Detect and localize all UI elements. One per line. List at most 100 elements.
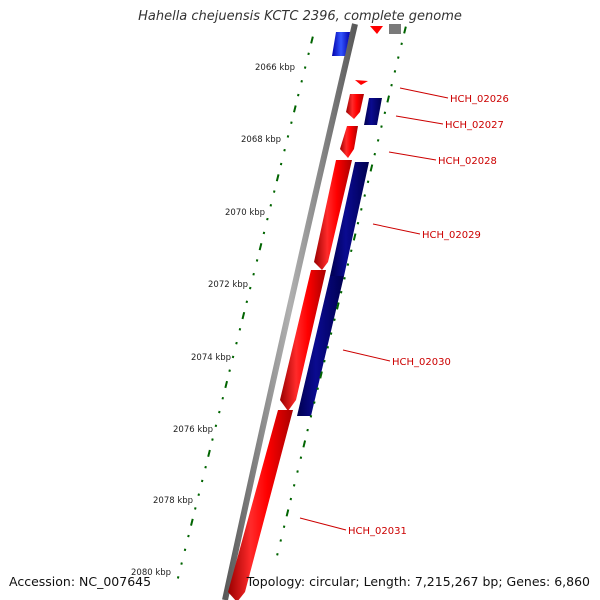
minor-tick xyxy=(211,438,214,441)
major-tick xyxy=(302,440,307,448)
minor-tick xyxy=(313,401,316,404)
minor-tick xyxy=(228,369,231,373)
minor-tick xyxy=(296,470,299,473)
gene-label-hch-02026: HCH_02026 xyxy=(450,94,509,105)
scale-label: 2068 kbp xyxy=(241,135,281,145)
leader-line xyxy=(299,517,347,531)
gene-block-hch-02027 xyxy=(364,98,382,125)
minor-tick xyxy=(218,410,221,414)
minor-tick xyxy=(363,194,366,197)
minor-tick xyxy=(300,80,303,83)
minor-tick xyxy=(255,259,259,262)
major-tick xyxy=(352,233,357,241)
minor-tick xyxy=(286,135,290,138)
gene-label-hch-02030: HCH_02030 xyxy=(392,357,451,368)
scale-label: 2074 kbp xyxy=(191,353,231,363)
leader-line xyxy=(342,349,391,362)
minor-tick xyxy=(235,341,238,345)
minor-tick xyxy=(187,534,190,538)
minor-tick xyxy=(231,355,235,359)
leader-line xyxy=(399,87,449,99)
major-tick xyxy=(258,243,263,251)
minor-tick xyxy=(309,415,313,418)
small-red-feature xyxy=(355,80,368,85)
gene-block-hch-02030-reverse xyxy=(297,276,344,416)
gene-label-hch-02027: HCH_02027 xyxy=(445,120,504,131)
minor-tick xyxy=(289,497,293,501)
minor-tick xyxy=(393,70,397,73)
gene-arrow-partial-top xyxy=(370,26,383,34)
minor-tick xyxy=(297,93,300,97)
minor-tick xyxy=(329,332,333,335)
minor-tick xyxy=(356,221,360,225)
leader-line xyxy=(388,151,437,161)
minor-tick xyxy=(183,548,187,552)
minor-tick xyxy=(194,507,197,510)
minor-tick xyxy=(376,139,380,142)
minor-tick xyxy=(180,562,183,565)
label-leader-lines xyxy=(299,87,449,531)
minor-tick xyxy=(221,396,224,400)
leader-line xyxy=(395,115,444,125)
gene-arrow-hch-02026 xyxy=(346,94,364,119)
major-tick xyxy=(241,311,246,320)
minor-tick xyxy=(266,217,269,221)
minor-tick xyxy=(390,83,393,87)
gene-block-hch-02029-reverse xyxy=(330,162,369,276)
minor-tick xyxy=(343,277,346,280)
gene-arrow-hch-02030 xyxy=(280,270,326,411)
minor-tick xyxy=(306,428,309,432)
feature-block-blue xyxy=(332,32,350,56)
minor-tick xyxy=(400,42,403,46)
minor-tick xyxy=(299,456,303,460)
minor-tick xyxy=(307,52,310,56)
scale-label: 2072 kbp xyxy=(208,280,248,290)
major-tick xyxy=(190,518,194,526)
minor-tick xyxy=(279,539,282,542)
scale-label: 2078 kbp xyxy=(153,496,193,506)
scale-label: 2080 kbp xyxy=(131,568,171,578)
minor-tick xyxy=(269,204,273,207)
minor-tick xyxy=(326,346,329,349)
topology-text: Topology: circular; Length: 7,215,267 bp… xyxy=(246,574,590,589)
minor-tick xyxy=(303,66,307,69)
gene-arrow-hch-02028 xyxy=(340,126,358,158)
major-tick xyxy=(275,174,280,182)
major-tick xyxy=(285,509,290,517)
minor-tick xyxy=(276,552,279,556)
gene-label-hch-02029: HCH_02029 xyxy=(422,230,481,241)
major-tick xyxy=(310,36,314,44)
leader-line xyxy=(372,223,421,235)
minor-tick xyxy=(262,231,266,235)
minor-tick xyxy=(290,121,293,124)
gene-block-partial-top xyxy=(389,24,401,34)
minor-tick xyxy=(204,465,207,469)
scale-label: 2070 kbp xyxy=(225,208,265,218)
minor-tick xyxy=(380,125,383,128)
gene-arrow-hch-02031 xyxy=(228,410,293,600)
minor-tick xyxy=(279,162,283,166)
minor-tick xyxy=(339,290,343,294)
scale-ticks xyxy=(176,26,407,579)
minor-tick xyxy=(248,286,252,290)
gene-arrow-hch-02029 xyxy=(314,160,352,270)
minor-tick xyxy=(292,484,296,487)
minor-tick xyxy=(323,359,326,363)
scale-label: 2066 kbp xyxy=(255,63,295,73)
minor-tick xyxy=(366,180,370,184)
major-tick xyxy=(386,95,391,103)
map-title: Hahella chejuensis KCTC 2396, complete g… xyxy=(138,9,462,24)
scale-label: 2076 kbp xyxy=(173,425,213,435)
genome-backbone xyxy=(222,23,358,600)
minor-tick xyxy=(283,148,286,152)
major-tick xyxy=(403,26,407,34)
major-tick xyxy=(293,105,297,113)
accession-text: Accession: NC_007645 xyxy=(9,574,152,589)
gene-label-hch-02028: HCH_02028 xyxy=(438,156,497,167)
minor-tick xyxy=(333,318,336,322)
minor-tick xyxy=(273,190,276,193)
major-tick xyxy=(369,164,374,172)
minor-tick xyxy=(176,576,180,579)
minor-tick xyxy=(316,387,319,391)
